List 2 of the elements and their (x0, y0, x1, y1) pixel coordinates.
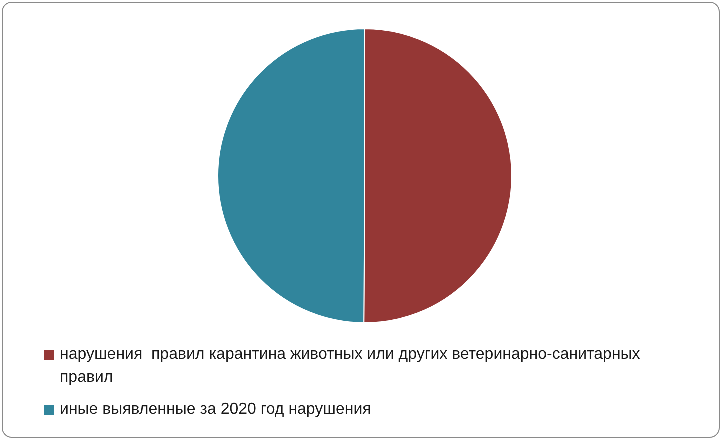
legend-label: иные выявленные за 2020 год нарушения (60, 400, 372, 420)
legend-label: нарушения правил карантина животных или других ветеринарно-санитарных правил (60, 345, 642, 388)
